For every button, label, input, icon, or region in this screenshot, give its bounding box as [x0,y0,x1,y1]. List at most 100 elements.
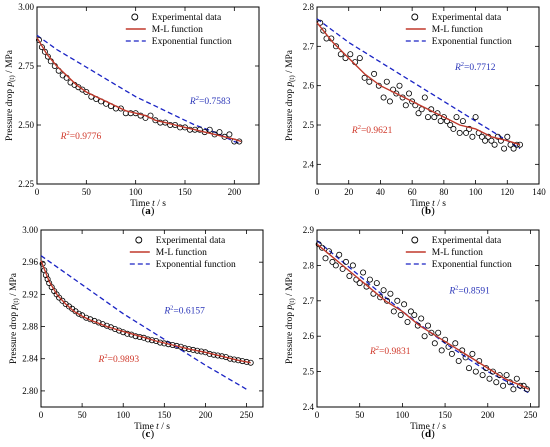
legend-marker-experimental [131,13,139,21]
experimental-point [339,265,346,272]
y-tick-label: 2.25 [18,179,34,189]
ml-fit-line [316,243,530,390]
x-tick-label: 140 [532,187,546,197]
experimental-point [404,318,411,325]
experimental-point [397,311,404,318]
experimental-point [428,329,435,336]
plot-frame [316,229,540,408]
experimental-point [418,315,425,322]
exponential-fit-line [316,240,530,394]
experimental-point [332,43,339,50]
experimental-point [59,297,66,304]
y-tick-label: 2.7 [303,296,315,306]
experimental-point [401,301,408,308]
y-tick-label: 2.7 [303,41,315,51]
experimental-point [455,357,462,364]
x-tick-label: 100 [396,410,410,420]
experimental-point [56,294,63,301]
y-tick-label: 2.6 [303,81,315,91]
ml-fit-line [40,260,251,364]
experimental-point [337,51,344,58]
x-tick-label: 100 [129,187,143,197]
plot-frame [36,6,260,185]
x-tick-label: 50 [82,187,92,197]
experimental-point [482,137,489,144]
x-tick-label: 200 [228,187,242,197]
experimental-point [394,297,401,304]
experimental-point [494,133,501,140]
legend-marker-experimental [135,236,143,244]
y-tick-label: 2.88 [22,322,38,332]
x-tick-label: 150 [158,410,172,420]
experimental-point [431,340,438,347]
x-tick-label: 100 [469,187,483,197]
legend-label: M-L function [156,247,207,258]
experimental-point [493,379,500,386]
x-tick-label: 200 [199,410,213,420]
experimental-point [517,141,524,148]
y-tick-label: 2.5 [303,367,315,377]
experimental-point [75,310,82,317]
experimental-point [450,125,457,132]
experimental-point [393,90,400,97]
r-squared-label: R2=0.9776 [60,130,102,142]
ml-fit-line [316,22,521,146]
experimental-point [216,129,223,136]
experimental-point [466,125,473,132]
experimental-point [409,98,416,105]
experimental-point [342,258,349,265]
legend-label: M-L function [152,24,203,35]
experimental-point [360,269,367,276]
x-tick-label: 80 [439,187,449,197]
experimental-point [488,137,495,144]
r-squared-label: R2=0.7583 [189,95,231,107]
panel-label: (c) [142,428,155,440]
experimental-point [513,375,520,382]
experimental-point [377,294,384,301]
experimental-point [465,365,472,372]
experimental-point [396,82,403,89]
legend-label: Exponential function [432,259,512,270]
chart-panel-1: 0 50 100 150 200 2.25 2.50 2.75 3.00 Time t / s Pr… [5,2,260,217]
experimental-point [456,129,463,136]
experimental-point [349,262,356,269]
r-squared-label: R2=0.9621 [351,124,393,136]
y-tick-label: 2.96 [22,257,38,267]
experimental-point [380,94,387,101]
x-tick-label: 40 [376,187,386,197]
y-tick-label: 2.5 [303,120,315,130]
experimental-point [469,133,476,140]
y-tick-label: 2.4 [303,159,315,169]
experimental-point [402,102,409,109]
experimental-point [407,308,414,315]
x-axis-title: Time t / s [410,199,446,209]
r-squared-label: R2=0.9831 [369,345,411,357]
experimental-point [504,133,511,140]
x-tick-label: 120 [501,187,515,197]
x-tick-label: 20 [344,187,354,197]
experimental-point [347,51,354,58]
experimental-point [356,55,363,62]
experimental-point [501,145,508,152]
plot-frame [316,6,540,185]
experimental-point [390,308,397,315]
y-tick-label: 2.75 [18,61,34,71]
legend-label: M-L function [432,24,483,35]
legend-label: M-L function [432,247,483,258]
experimental-point [356,280,363,287]
experimental-point [500,382,507,389]
experimental-point [510,386,517,393]
legend-label: Experimental data [432,13,502,23]
experimental-point [478,133,485,140]
experimental-point [329,258,336,265]
x-axis-title: Time t / s [134,422,170,432]
y-tick-label: 2.4 [303,402,315,412]
experimental-point [510,145,517,152]
experimental-point [236,138,243,145]
experimental-point [383,78,390,85]
experimental-point [83,314,90,321]
